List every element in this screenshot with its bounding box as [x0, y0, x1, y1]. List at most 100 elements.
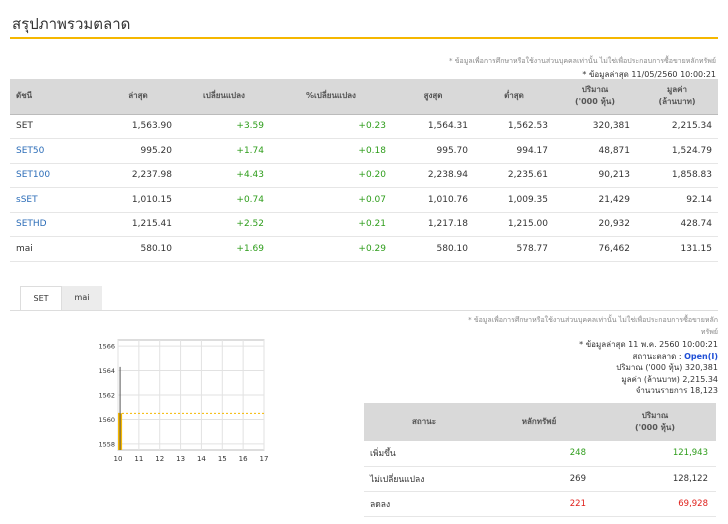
index-pct-change: +0.07: [270, 187, 392, 213]
status-volume: 69,928: [594, 491, 716, 517]
index-high: 1,010.76: [392, 187, 474, 213]
index-change: +3.59: [178, 114, 270, 139]
index-value: 1,524.79: [636, 138, 718, 164]
index-low: 1,215.00: [474, 212, 554, 237]
tab-set[interactable]: SET: [20, 286, 62, 310]
disclaimer-note: * ข้อมูลเพื่อการศึกษาหรือใช้งานส่วนบุคคล…: [449, 57, 716, 65]
index-row-sethd: SETHD 1,215.41 +2.52 +0.21 1,217.18 1,215.00 2…: [10, 212, 718, 237]
status-table-header: สถานะ หลักทรัพย์ ปริมาณ ('000 หุ้น): [364, 403, 716, 441]
market-info: * ข้อมูลล่าสุด 11 พ.ค. 2560 10:00:21 สถา…: [579, 339, 718, 397]
market-value-label: มูลค่า (ล้านบาท): [621, 374, 680, 384]
header-index: ดัชนี: [10, 79, 98, 115]
index-low: 578.77: [474, 236, 554, 262]
x-tick-label: 11: [134, 455, 143, 463]
x-tick-label: 10: [114, 455, 123, 463]
index-volume: 20,932: [554, 212, 636, 237]
market-value-value: 2,215.34: [682, 374, 718, 384]
header-change: เปลี่ยนแปลง: [178, 79, 270, 115]
index-name[interactable]: SETHD: [10, 212, 98, 237]
index-pct-change: +0.23: [270, 114, 392, 139]
header-pct-change: %เปลี่ยนแปลง: [270, 79, 392, 115]
index-value: 1,858.83: [636, 163, 718, 188]
title-divider: [10, 37, 718, 39]
market-disclaimer-line-2: ทรัพย์: [700, 328, 718, 336]
status-name: เพิ่มขึ้น: [364, 441, 484, 467]
page-title: สรุปภาพรวมตลาด: [12, 15, 131, 33]
market-status-label: สถานะตลาด :: [632, 351, 682, 361]
header-securities: หลักทรัพย์: [484, 403, 594, 441]
index-low: 1,562.53: [474, 114, 554, 139]
x-tick-label: 17: [260, 455, 269, 463]
index-high: 1,564.31: [392, 114, 474, 139]
index-row-sset: sSET 1,010.15 +0.74 +0.07 1,010.76 1,009.35 21…: [10, 187, 718, 213]
status-count: 269: [484, 466, 594, 492]
index-volume: 90,213: [554, 163, 636, 188]
market-volume-label: ปริมาณ ('000 หุ้น): [616, 363, 683, 373]
status-row: ไม่เปลี่ยนแปลง 269 128,122: [364, 466, 716, 492]
index-high: 580.10: [392, 236, 474, 262]
header-value: มูลค่า (ล้านบาท): [636, 79, 718, 115]
status-row: เพิ่มขึ้น 248 121,943: [364, 441, 716, 467]
index-name[interactable]: sSET: [10, 187, 98, 213]
index-row-mai: mai 580.10 +1.69 +0.29 580.10 578.77 76,462 131…: [10, 236, 718, 262]
header-status: สถานะ: [364, 403, 484, 441]
y-tick-label: 1566: [98, 343, 115, 351]
index-change: +2.52: [178, 212, 270, 237]
index-name[interactable]: SET50: [10, 138, 98, 164]
market-trades-line: จำนวนรายการ 18,123: [579, 385, 718, 397]
status-row: ลดลง 221 69,928: [364, 491, 716, 517]
index-volume: 76,462: [554, 236, 636, 262]
index-last: 1,215.41: [98, 212, 178, 237]
y-tick-label: 1564: [98, 367, 115, 375]
status-name: ไม่เปลี่ยนแปลง: [364, 466, 484, 492]
index-table-header: ดัชนี ล่าสุด เปลี่ยนแปลง %เปลี่ยนแปลง สู…: [10, 79, 718, 115]
x-tick-label: 14: [197, 455, 206, 463]
index-low: 994.17: [474, 138, 554, 164]
tab-mai[interactable]: mai: [62, 286, 102, 310]
status-volume: 128,122: [594, 466, 716, 492]
index-last: 995.20: [98, 138, 178, 164]
index-change: +0.74: [178, 187, 270, 213]
header-volume: ปริมาณ ('000 หุ้น): [554, 79, 636, 115]
index-volume: 48,871: [554, 138, 636, 164]
index-value: 131.15: [636, 236, 718, 262]
index-pct-change: +0.18: [270, 138, 392, 164]
index-last: 580.10: [98, 236, 178, 262]
market-volume-value: 320,381: [684, 363, 718, 373]
index-name: mai: [10, 236, 98, 262]
index-last: 1,563.90: [98, 114, 178, 139]
intraday-chart-svg: 10 11 12 13 14 15 16 17 1558 1560 1562 1564 1566: [98, 339, 269, 463]
market-volume-line: ปริมาณ ('000 หุ้น) 320,381: [579, 362, 718, 374]
status-volume: 121,943: [594, 441, 716, 467]
index-high: 1,217.18: [392, 212, 474, 237]
index-high: 995.70: [392, 138, 474, 164]
index-pct-change: +0.29: [270, 236, 392, 262]
y-tick-label: 1558: [98, 440, 115, 448]
intraday-chart: 10 11 12 13 14 15 16 17 1558 1560 1562 1564 1566: [92, 332, 272, 466]
index-high: 2,238.94: [392, 163, 474, 188]
index-change: +1.69: [178, 236, 270, 262]
y-tick-label: 1560: [98, 416, 115, 424]
index-pct-change: +0.21: [270, 212, 392, 237]
index-row-set100: SET100 2,237.98 +4.43 +0.20 2,238.94 2,235.61…: [10, 163, 718, 188]
index-volume: 21,429: [554, 187, 636, 213]
index-low: 2,235.61: [474, 163, 554, 188]
index-row-set50: SET50 995.20 +1.74 +0.18 995.70 994.17 48,871 1…: [10, 138, 718, 164]
x-tick-label: 13: [176, 455, 185, 463]
index-value: 92.14: [636, 187, 718, 213]
index-change: +4.43: [178, 163, 270, 188]
index-value: 428.74: [636, 212, 718, 237]
market-trades-value: 18,123: [690, 386, 718, 396]
index-value: 2,215.34: [636, 114, 718, 139]
x-tick-label: 12: [155, 455, 164, 463]
index-pct-change: +0.20: [270, 163, 392, 188]
index-name[interactable]: SET100: [10, 163, 98, 188]
market-trades-label: จำนวนรายการ: [635, 386, 688, 396]
status-count: 248: [484, 441, 594, 467]
index-volume: 320,381: [554, 114, 636, 139]
advance-decline-table: สถานะ หลักทรัพย์ ปริมาณ ('000 หุ้น) เพิ่ม…: [364, 403, 716, 517]
index-last: 1,010.15: [98, 187, 178, 213]
market-disclaimer: * ข้อมูลเพื่อการศึกษาหรือใช้งานส่วนบุคคล…: [372, 314, 718, 338]
header-high: สูงสุด: [392, 79, 474, 115]
market-value-line: มูลค่า (ล้านบาท) 2,215.34: [579, 374, 718, 386]
